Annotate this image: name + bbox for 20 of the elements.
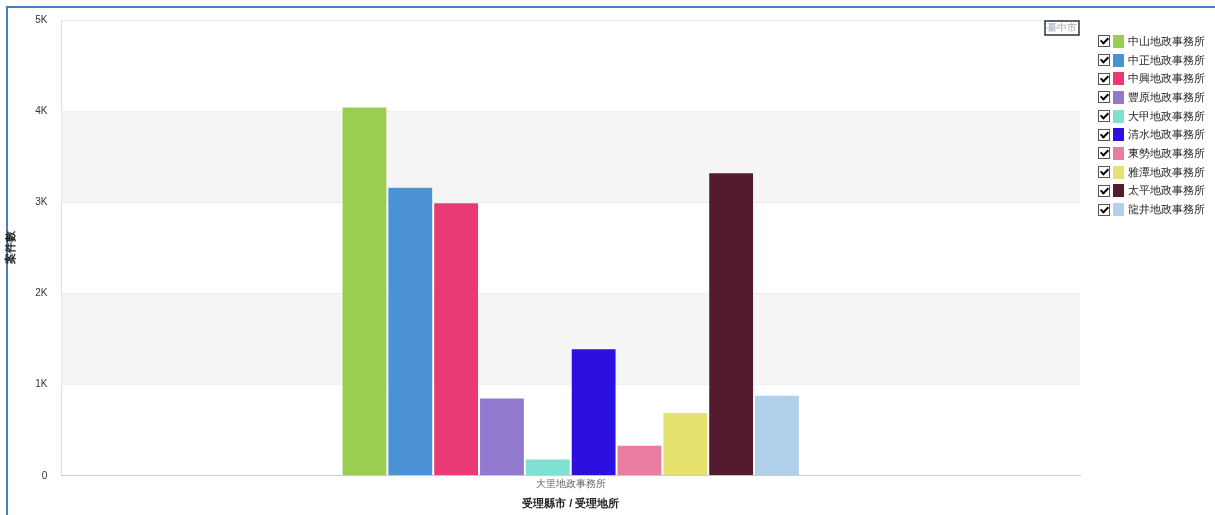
legend-label: 龍井地政事務所 [1128,202,1205,218]
y-tick-label: 1K [35,378,48,390]
legend-label: 雅潭地政事務所 [1128,164,1205,180]
x-axis-title: 受理縣市 / 受理地所 [521,497,620,510]
annotation: 臺中市 [1047,21,1077,33]
legend-label: 太平地政事務所 [1128,183,1205,199]
legend-label: 東勢地政事務所 [1128,145,1205,161]
y-tick-label: 2K [35,287,48,299]
legend-label: 大甲地政事務所 [1128,108,1205,124]
legend-label: 豐原地政事務所 [1128,89,1205,105]
y-axis-title: 案件數 [3,230,16,266]
y-tick-label: 5K [35,13,48,25]
y-tick-label: 4K [35,104,48,116]
legend-label: 中正地政事務所 [1128,52,1205,68]
legend-label: 清水地政事務所 [1128,127,1205,143]
x-tick-label: 大里地政事務所 [535,478,606,490]
y-tick-label: 0 [41,469,48,481]
legend-label: 中興地政事務所 [1128,71,1205,87]
legend-label: 中山地政事務所 [1128,33,1205,49]
y-tick-label: 3K [35,196,48,208]
